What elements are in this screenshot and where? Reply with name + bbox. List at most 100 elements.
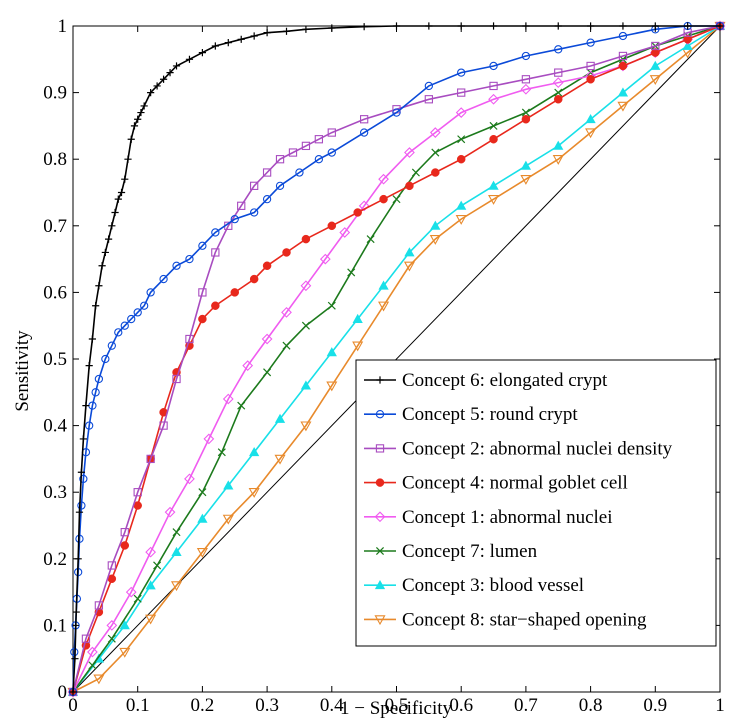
legend-label: Concept 7: lumen <box>402 541 538 562</box>
series-1 <box>69 22 724 696</box>
series-2-point <box>359 128 369 137</box>
series-3-point <box>301 141 311 151</box>
series-4-point <box>301 234 311 244</box>
series-5-point <box>378 173 389 185</box>
series-7-point <box>682 40 693 50</box>
legend-swatch-marker <box>375 546 385 556</box>
series-3-point <box>424 95 433 104</box>
y-tick-label: 0.6 <box>43 282 67 303</box>
series-5-point <box>552 77 564 88</box>
series-6-point <box>347 268 356 277</box>
series-6-point <box>107 634 116 643</box>
series-8-point <box>222 514 234 525</box>
series-5-point <box>106 620 118 631</box>
series-5-point <box>339 227 351 238</box>
series-1-point <box>72 608 80 616</box>
series-3-point <box>618 51 628 61</box>
series-3-point <box>314 135 324 144</box>
series-5-point <box>164 506 176 518</box>
series-8-line <box>72 25 721 693</box>
series-5-point <box>222 393 234 405</box>
series-2-point <box>230 214 239 224</box>
series-2-point <box>314 155 324 164</box>
series-1-point <box>134 115 142 123</box>
series-3-point <box>327 128 336 137</box>
x-tick-label: 0.4 <box>320 695 344 716</box>
legend-item: Concept 6: elongated crypt <box>364 370 608 391</box>
series-5-point <box>261 333 273 345</box>
series-8-point <box>488 195 500 205</box>
series-8-point <box>403 261 415 272</box>
series-8-point <box>170 581 183 592</box>
series-3-point <box>521 75 531 84</box>
legend-swatch-marker <box>375 478 385 487</box>
series-2-point <box>250 208 259 217</box>
y-tick-label: 0.4 <box>43 416 67 437</box>
series-4-point <box>120 541 130 550</box>
series-1-point <box>117 188 126 197</box>
series-8 <box>67 21 726 698</box>
series-4-point <box>586 75 595 84</box>
series-4-point <box>327 221 337 231</box>
series-8-point <box>145 614 157 625</box>
series-2-point <box>489 61 498 71</box>
series-2-point <box>140 301 149 310</box>
series-6-point <box>301 321 310 330</box>
series-2-point <box>392 108 401 117</box>
series-6 <box>68 21 725 697</box>
series-1-point <box>140 102 148 110</box>
series-4-point <box>198 314 207 324</box>
series-2-point <box>127 314 136 324</box>
series-1-point <box>121 175 129 183</box>
x-axis-title: 1 − Specificity <box>340 698 453 719</box>
series-4-point <box>353 208 362 217</box>
series-5-point <box>429 127 441 138</box>
series-1-point <box>159 75 168 83</box>
series-1-point <box>237 35 245 43</box>
series-8-point <box>378 301 390 312</box>
series-7-point <box>171 546 182 557</box>
series-8-point <box>585 128 597 139</box>
series-7-point <box>352 313 363 323</box>
x-axis-ticks: 0 0.1 0.2 0.3 0.4 0.5 0.6 0.7 0.8 0.9 1 <box>68 26 725 716</box>
series-5 <box>67 20 726 698</box>
series-3 <box>68 21 725 697</box>
series-6-point <box>217 448 226 457</box>
series-7-point <box>617 87 629 97</box>
series-2-point <box>85 421 94 430</box>
series-6-point <box>282 341 291 350</box>
series-2-point <box>159 274 168 284</box>
series-3-point <box>120 528 129 537</box>
y-tick-label: 0 <box>58 682 68 703</box>
x-tick-label: 0.7 <box>514 695 538 716</box>
x-tick-label: 1 <box>715 695 725 716</box>
series-1-point <box>172 62 181 70</box>
x-tick-label: 0.2 <box>191 695 215 716</box>
y-axis-title: Sensitivity <box>12 330 33 412</box>
series-3-point <box>159 421 168 430</box>
series-1-point <box>88 335 97 343</box>
series-1-point <box>224 39 232 47</box>
series-2-point <box>107 341 116 350</box>
series-1-point <box>92 302 100 310</box>
legend-item: Concept 2: abnormal nuclei density <box>364 438 673 459</box>
x-tick-label: 0.5 <box>385 695 409 716</box>
series-4-point <box>230 288 239 297</box>
series-3-point <box>211 248 220 257</box>
y-tick-label: 0.7 <box>43 216 67 237</box>
series-1-point <box>111 208 119 217</box>
series-2-point <box>146 288 155 297</box>
legend-item: Concept 5: round crypt <box>364 404 578 425</box>
series-2-point <box>79 474 88 484</box>
x-tick-label: 0.1 <box>126 695 150 716</box>
series-6-point <box>263 368 272 377</box>
legend-label: Concept 4: normal goblet cell <box>402 473 628 494</box>
y-tick-label: 0.5 <box>43 349 67 370</box>
x-tick-label: 0.9 <box>643 695 667 716</box>
series-3-point <box>185 334 194 344</box>
series-1-point <box>98 262 106 270</box>
legend-label: Concept 2: abnormal nuclei density <box>402 438 673 459</box>
series-3-point <box>133 488 142 497</box>
series-6-point <box>554 88 563 97</box>
legend-item: Concept 7: lumen <box>364 541 538 562</box>
